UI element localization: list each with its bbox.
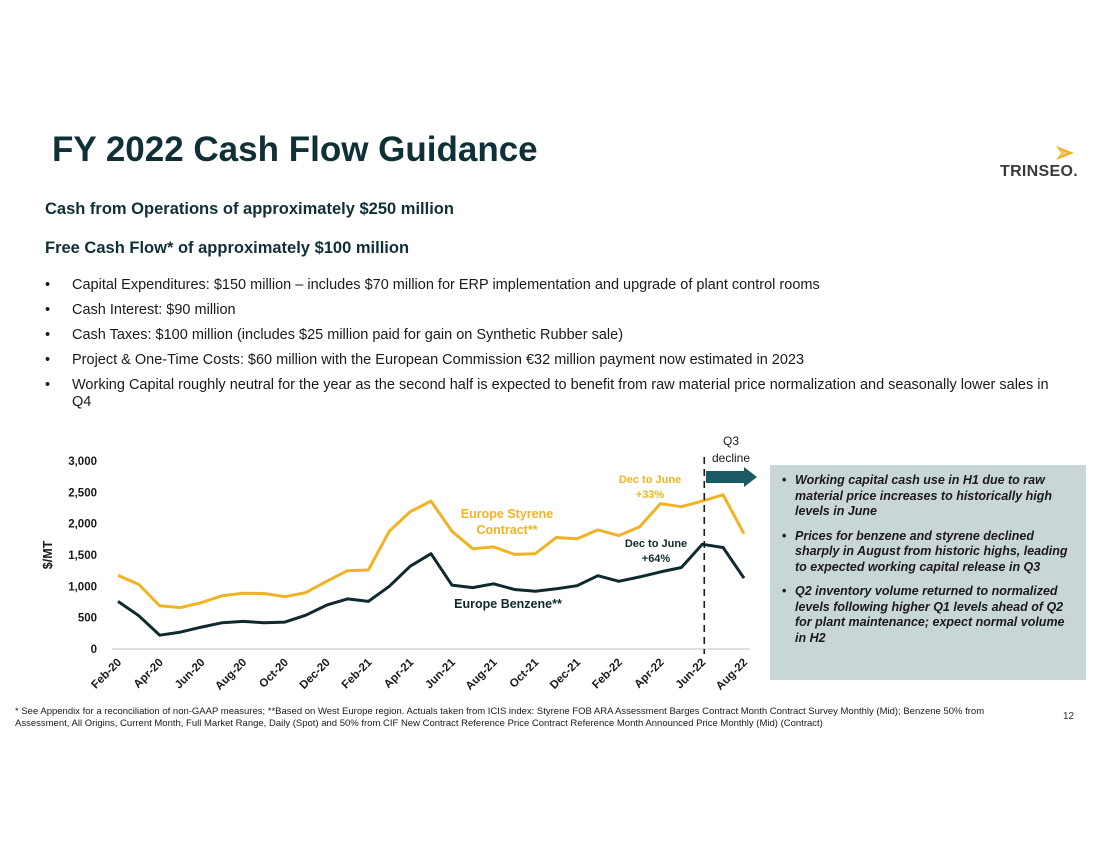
page-number: 12	[1063, 711, 1075, 722]
series-lines	[117, 493, 746, 637]
y-tick-label: 500	[78, 613, 97, 625]
benzene-change-value: +64%	[642, 553, 671, 565]
y-tick-label: 2,000	[68, 519, 97, 531]
x-tick-label: Apr-22	[632, 657, 666, 691]
bullet-glyph: •	[45, 352, 51, 368]
styrene-change-value: +33%	[636, 489, 665, 501]
bullet-text: Cash Interest: $90 million	[72, 302, 236, 318]
bullet-project-costs: • Project & One-Time Costs: $60 million w…	[45, 352, 1065, 369]
y-axis-tick-labels: 3,000 2,500 2,000 1,500 1,000 500 0	[68, 456, 97, 656]
commentary-item: • Working capital cash use in H1 due to r…	[782, 473, 1074, 520]
x-tick-label: Oct-21	[508, 656, 542, 690]
x-tick-label: Aug-21	[464, 656, 500, 692]
working-capital-commentary-box: • Working capital cash use in H1 due to r…	[770, 465, 1086, 680]
bullet-glyph: •	[782, 473, 787, 487]
x-tick-label: Dec-21	[548, 656, 584, 692]
styrene-series-label: Europe Styrene	[461, 507, 553, 521]
bullet-glyph: •	[45, 277, 51, 293]
y-tick-label: 1,000	[68, 581, 97, 593]
benzene-change-label: Dec to June	[625, 538, 687, 550]
bullet-glyph: •	[45, 302, 51, 318]
bullet-cash-interest: • Cash Interest: $90 million	[45, 302, 1065, 319]
x-tick-label: Feb-22	[590, 657, 625, 692]
x-tick-label: Feb-20	[89, 657, 124, 692]
bullet-working-capital: • Working Capital roughly neutral for the…	[45, 377, 1065, 411]
price-line-chart: 3,000 2,500 2,000 1,500 1,000 500 0 $/MT Feb-2…	[41, 434, 757, 693]
commentary-text: Q2 inventory volume returned to normaliz…	[795, 584, 1065, 645]
styrene-series-label-2: Contract**	[476, 523, 537, 537]
q3-sub-label: decline	[712, 451, 750, 465]
bullet-text: Project & One-Time Costs: $60 million wi…	[72, 352, 805, 368]
y-tick-label: 3,000	[68, 456, 97, 468]
page-title: FY 2022 Cash Flow Guidance	[52, 130, 538, 169]
x-tick-label: Jun-22	[674, 657, 709, 692]
logo-text: TRINSEO.	[1000, 163, 1078, 180]
bullet-glyph: •	[45, 327, 51, 343]
bullet-glyph: •	[782, 528, 787, 543]
bullet-text: Cash Taxes: $100 million (includes $25 m…	[72, 327, 624, 343]
q3-label: Q3	[723, 434, 739, 448]
y-tick-label: 2,500	[68, 487, 97, 499]
y-tick-label: 0	[91, 644, 97, 656]
styrene-change-label: Dec to June	[619, 474, 681, 486]
logo-chevron-icon	[1056, 146, 1074, 160]
commentary-text: Working capital cash use in H1 due to ra…	[795, 473, 1053, 518]
benzene-series-label: Europe Benzene**	[454, 597, 562, 611]
bullet-cash-taxes: • Cash Taxes: $100 million (includes $25 …	[45, 327, 1065, 344]
x-tick-label: Jun-21	[423, 656, 458, 691]
bullet-text: Working Capital roughly neutral for the …	[72, 377, 1049, 410]
free-cash-flow-headline: Free Cash Flow* of approximately $100 mi…	[45, 239, 410, 257]
benzene-price-line	[117, 542, 746, 637]
guidance-bullet-list: • Capital Expenditures: $150 million – in…	[45, 277, 1065, 419]
y-tick-label: 1,500	[68, 550, 97, 562]
cash-from-operations-headline: Cash from Operations of approximately $2…	[45, 200, 454, 218]
trinseo-logo: TRINSEO.	[1000, 146, 1078, 186]
bullet-glyph: •	[782, 584, 787, 598]
commentary-text: Prices for benzene and styrene declined …	[795, 528, 1068, 574]
x-tick-label: Feb-21	[340, 656, 375, 691]
y-axis-label: $/MT	[41, 540, 55, 569]
q3-decline-arrow-icon	[706, 467, 757, 487]
x-tick-label: Apr-21	[382, 656, 417, 691]
bullet-glyph: •	[45, 377, 51, 393]
x-tick-label: Dec-20	[298, 657, 333, 692]
bullet-text: Capital Expenditures: $150 million – inc…	[72, 277, 820, 293]
footnote: * See Appendix for a reconciliation of n…	[15, 706, 985, 729]
x-tick-label: Aug-22	[714, 657, 750, 693]
x-tick-label: Jun-20	[173, 657, 208, 692]
x-tick-label: Aug-20	[213, 657, 249, 693]
x-tick-label: Oct-20	[257, 657, 291, 691]
x-tick-label: Apr-20	[132, 657, 166, 691]
commentary-item: • Prices for benzene and styrene declined…	[782, 529, 1074, 576]
commentary-item: • Q2 inventory volume returned to normali…	[782, 584, 1074, 646]
x-axis-tick-labels: Feb-20 Apr-20 Jun-20 Aug-20 Oct-20 Dec-20 Feb-…	[89, 656, 750, 692]
bullet-capex: • Capital Expenditures: $150 million – in…	[45, 277, 1065, 294]
styrene-price-line	[117, 493, 746, 610]
